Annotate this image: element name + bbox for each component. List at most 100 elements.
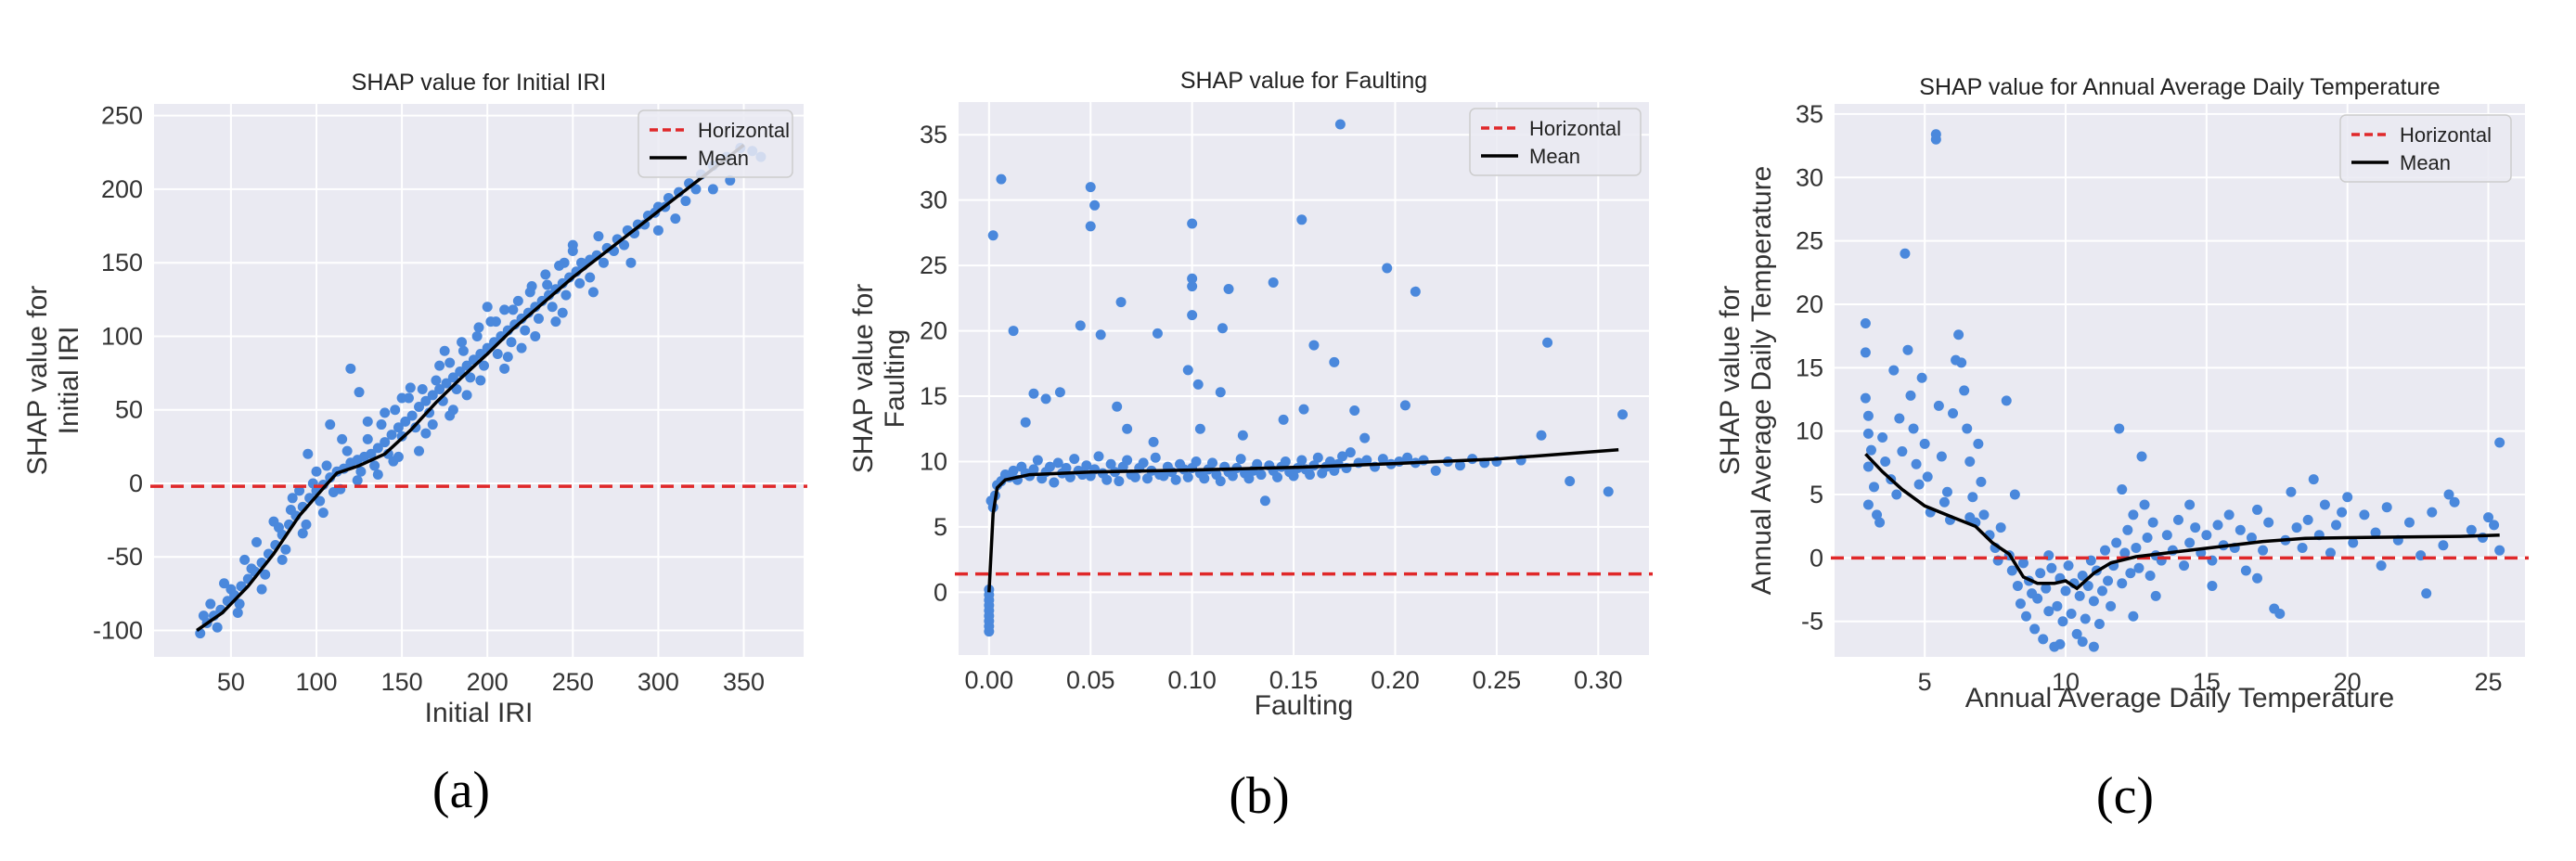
y-tick-label: 30 xyxy=(920,186,947,214)
legend: Horizontal Mean xyxy=(638,109,793,178)
scatter-point xyxy=(1911,458,1922,469)
scatter-point xyxy=(550,316,561,328)
scatter-point xyxy=(1312,452,1323,463)
scatter-point xyxy=(256,584,267,595)
scatter-point xyxy=(1187,310,1198,321)
scatter-point xyxy=(1308,340,1320,351)
scatter-point xyxy=(2029,623,2041,635)
scatter-point xyxy=(2150,590,2161,601)
scatter-point xyxy=(386,430,397,441)
scatter-point xyxy=(670,213,681,225)
scatter-point xyxy=(2359,509,2370,520)
scatter-point xyxy=(2331,520,2342,531)
x-tick-label: 0.00 xyxy=(965,666,1014,694)
chart-title: SHAP value for Annual Average Daily Temp… xyxy=(1919,74,2440,100)
scatter-point xyxy=(393,422,404,433)
scatter-point xyxy=(455,366,466,377)
y-tick-label: 50 xyxy=(115,396,143,424)
y-axis-label: SHAP value for xyxy=(1715,286,1745,476)
scatter-point xyxy=(1158,470,1169,482)
scatter-point xyxy=(1142,473,1153,484)
scatter-point xyxy=(232,607,243,618)
legend-mean-label: Mean xyxy=(2400,151,2451,174)
y-axis-label: SHAP value for xyxy=(848,284,879,474)
scatter-point xyxy=(457,337,468,348)
scatter-point xyxy=(2128,610,2139,622)
scatter-point xyxy=(2077,636,2088,648)
scatter-point xyxy=(441,378,452,389)
scatter-point xyxy=(1044,461,1055,472)
scatter-point xyxy=(297,528,308,539)
scatter-point xyxy=(2376,560,2387,572)
scatter-point xyxy=(1085,221,1096,232)
scatter-point xyxy=(325,419,336,430)
scatter-point xyxy=(2286,486,2297,497)
scatter-point xyxy=(475,375,486,386)
scatter-point xyxy=(345,363,356,374)
x-tick-label: 0.20 xyxy=(1371,666,1420,694)
scatter-point xyxy=(424,407,435,418)
panel-label-c: (c) xyxy=(2095,767,2155,825)
x-tick-label: 15 xyxy=(2193,668,2221,696)
scatter-point xyxy=(1995,522,2006,533)
scatter-point xyxy=(2142,533,2153,544)
scatter-point xyxy=(1028,388,1039,399)
scatter-point xyxy=(1052,457,1063,469)
panel-label-a: (a) xyxy=(431,762,491,819)
panel-label-b: (b) xyxy=(1229,767,1290,825)
scatter-point xyxy=(516,342,527,353)
scatter-point xyxy=(1897,446,1908,457)
y-tick-label: 15 xyxy=(1796,353,1823,381)
scatter-point xyxy=(1061,463,1072,474)
scatter-point xyxy=(2015,598,2026,610)
scatter-point xyxy=(447,372,458,383)
scatter-point xyxy=(260,569,271,580)
scatter-point xyxy=(434,360,445,371)
x-tick-label: 0.25 xyxy=(1473,666,1522,694)
scatter-point xyxy=(473,322,484,333)
scatter-point xyxy=(567,239,578,251)
scatter-point xyxy=(1329,356,1340,367)
scatter-point xyxy=(492,348,503,359)
scatter-point xyxy=(2088,596,2099,607)
y-tick-label: -5 xyxy=(1801,608,1823,636)
scatter-point xyxy=(1115,297,1127,308)
y-tick-label: 15 xyxy=(920,382,947,410)
scatter-point xyxy=(337,433,348,444)
scatter-point xyxy=(1187,218,1198,229)
scatter-point xyxy=(277,554,288,565)
scatter-point xyxy=(2017,558,2029,569)
scatter-point xyxy=(2302,514,2313,525)
scatter-point xyxy=(2066,609,2077,620)
scatter-point xyxy=(1930,134,1941,145)
scatter-point xyxy=(1900,248,1911,259)
plot-area xyxy=(959,102,1649,655)
mean-line xyxy=(987,448,1619,593)
legend-mean-label: Mean xyxy=(698,147,749,170)
scatter-point xyxy=(1967,492,1978,503)
scatter-point xyxy=(406,410,418,421)
scatter-point xyxy=(2240,565,2251,576)
scatter-point xyxy=(1956,357,1967,368)
x-tick-label: 50 xyxy=(217,668,245,696)
scatter-point xyxy=(376,419,387,430)
scatter-point xyxy=(508,304,519,315)
scatter-point xyxy=(560,289,572,301)
scatter-point xyxy=(2080,613,2091,624)
y-tick-label: 0 xyxy=(1810,544,1823,572)
y-tick-label: -50 xyxy=(107,543,143,571)
scatter-point xyxy=(234,598,245,610)
scatter-point xyxy=(294,485,305,496)
scatter-point xyxy=(1938,496,1950,508)
legend-box xyxy=(1469,108,1642,176)
scatter-point xyxy=(420,395,431,406)
scatter-point xyxy=(1191,456,1202,467)
scatter-point xyxy=(1093,451,1104,462)
y-tick-label: 30 xyxy=(1796,163,1823,191)
scatter-point xyxy=(1296,455,1307,466)
scatter-point xyxy=(1877,432,1888,443)
y-tick-label: 250 xyxy=(101,102,143,130)
scatter-point xyxy=(285,504,296,515)
scatter-point xyxy=(380,407,391,418)
scatter-point xyxy=(372,469,383,480)
